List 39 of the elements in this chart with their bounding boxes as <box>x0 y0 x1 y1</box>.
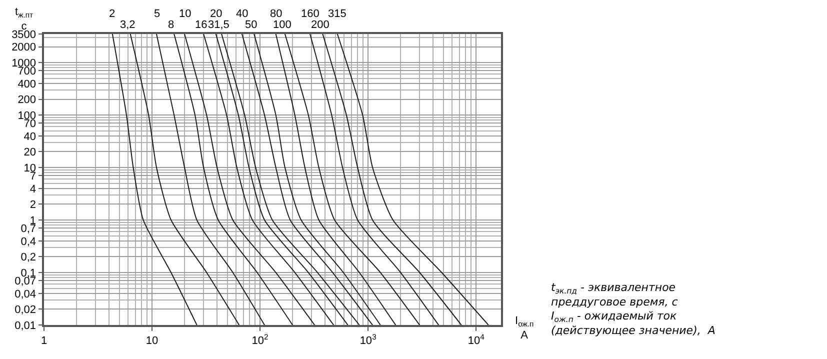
series-label: 2 <box>109 8 116 20</box>
series-label: 5 <box>154 8 160 20</box>
x-tick-label: 1 <box>40 334 48 347</box>
y-tick-label: 40 <box>24 130 36 143</box>
y-tick-label: 2 <box>30 199 36 212</box>
y-tick-label: 0,02 <box>14 304 36 316</box>
series-label: 160 <box>301 8 320 20</box>
series-label: 8 <box>168 19 174 31</box>
text: t$_{эк.пд}$ - эквивалентное преддуговое время, с <box>551 281 678 308</box>
x-axis-title: I$_{ож.п}$ A <box>515 315 534 342</box>
series-label: 10 <box>179 8 192 20</box>
series-label: 3,2 <box>120 19 136 31</box>
y-tick-label: 700 <box>18 66 36 78</box>
y-tick-label: 70 <box>24 118 36 130</box>
series-label: 20 <box>210 8 222 20</box>
text: I$_{ож.п}$ - ожидаемый ток (действующее значение), A <box>551 310 716 337</box>
x-tick-label: 10$^{3}$ <box>360 332 376 347</box>
y-tick-label: 0,2 <box>20 252 36 264</box>
y-tick-label: 4 <box>30 183 36 196</box>
series-label: 80 <box>270 8 282 20</box>
y-tick-label: 0,04 <box>14 288 36 300</box>
y-tick-label: 2000 <box>12 42 36 54</box>
y-tick-label: 0,4 <box>20 236 36 248</box>
y-tick-label: 0,01 <box>14 320 36 332</box>
series-label: 200 <box>311 19 330 31</box>
series-label: 100 <box>273 19 292 31</box>
y-tick-label: 200 <box>18 94 36 106</box>
series-label: 31,5 <box>208 19 230 31</box>
series-label: 50 <box>245 19 258 31</box>
y-tick-label: 400 <box>18 78 36 90</box>
series-label: 315 <box>328 8 346 20</box>
y-tick-label: 3500 <box>12 28 36 41</box>
series-label: 16 <box>195 19 208 31</box>
x-tick-label: 10$^{2}$ <box>252 332 268 347</box>
x-tick-label: 10 <box>146 334 158 347</box>
y-tick-label: 7 <box>30 170 36 183</box>
series-label: 40 <box>236 8 248 20</box>
y-tick-label: 20 <box>24 146 36 159</box>
x-tick-label: 10$^{4}$ <box>468 332 486 347</box>
